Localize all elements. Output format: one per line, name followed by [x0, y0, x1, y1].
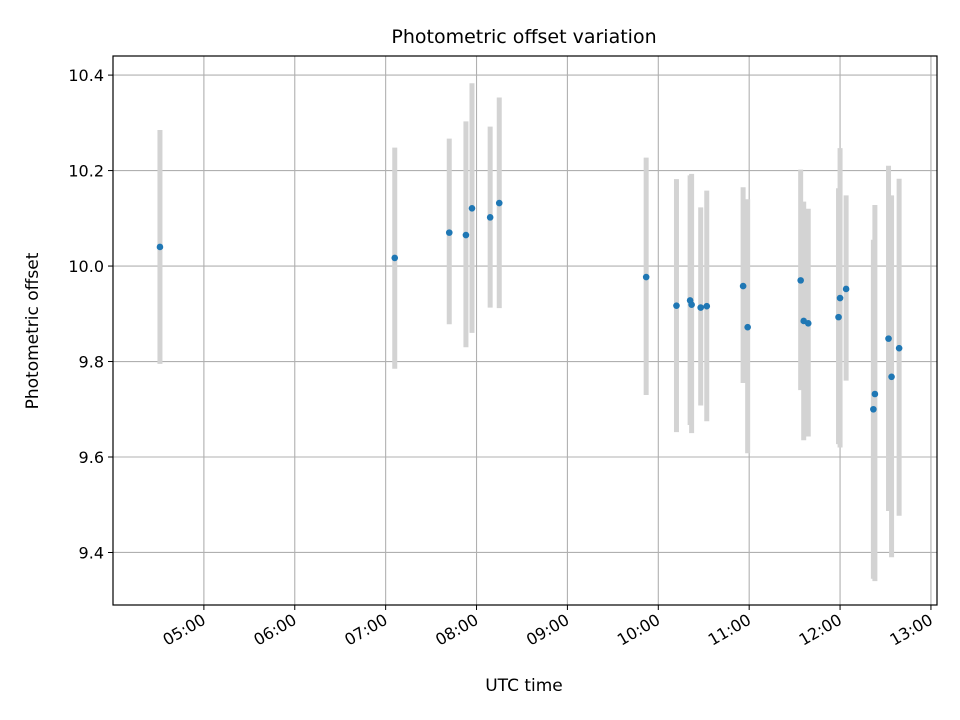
y-tick-label: 10.2: [68, 162, 104, 181]
data-point: [885, 335, 892, 342]
data-point: [468, 204, 476, 212]
data-point: [486, 214, 494, 221]
data-point: [870, 405, 877, 413]
data-point: [688, 301, 695, 309]
data-point: [836, 294, 844, 302]
data-point: [703, 302, 711, 310]
data-point: [744, 323, 751, 331]
data-point: [445, 229, 453, 236]
y-tick-label: 10.4: [68, 66, 104, 85]
data-point: [842, 285, 850, 293]
data-point: [895, 344, 903, 352]
data-point: [391, 254, 399, 262]
x-axis-label: UTC time: [485, 676, 563, 696]
data-point: [888, 373, 895, 381]
chart-title: Photometric offset variation: [391, 26, 656, 48]
y-tick-label: 9.4: [79, 543, 104, 562]
y-axis-ticks: 9.4 9.6 9.8 10.0 10.2 10.4: [68, 66, 113, 562]
data-point: [495, 199, 503, 207]
data-point: [156, 243, 164, 251]
y-axis-label: Photometric offset: [23, 252, 43, 409]
data-point: [804, 320, 812, 327]
y-tick-label: 9.8: [79, 353, 104, 372]
data-point: [697, 304, 705, 311]
data-points: [156, 199, 903, 413]
plot-frame: [112, 55, 938, 606]
data-point: [797, 277, 804, 284]
y-tick-label: 9.6: [79, 448, 104, 467]
data-point: [871, 390, 879, 398]
data-point: [642, 273, 650, 281]
data-point: [462, 231, 470, 239]
y-tick-label: 10.0: [68, 257, 104, 276]
data-point: [739, 282, 747, 290]
data-point: [673, 302, 680, 309]
data-point: [835, 313, 842, 321]
